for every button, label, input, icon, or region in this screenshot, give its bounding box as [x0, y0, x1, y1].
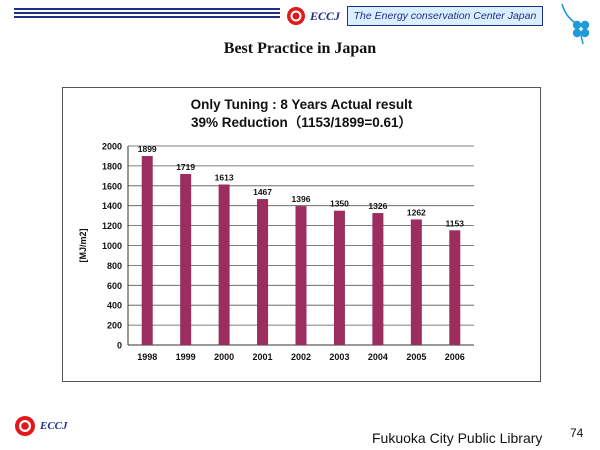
data-label: 1719	[176, 162, 195, 172]
eccj-footer-logo-icon	[15, 416, 35, 436]
page-number: 74	[570, 426, 584, 440]
eccj-logo-icon	[287, 7, 305, 25]
header-rule-lines	[14, 8, 280, 24]
bar	[449, 230, 461, 345]
y-tick-label: 400	[107, 301, 122, 311]
data-label: 1350	[330, 199, 349, 209]
header-brand: ECCJ	[310, 9, 341, 23]
y-tick-label: 1600	[102, 181, 122, 191]
data-label: 1613	[215, 173, 234, 183]
footer-text: Fukuoka City Public Library	[372, 430, 543, 446]
y-tick-label: 600	[107, 281, 122, 291]
y-tick-label: 200	[107, 321, 122, 331]
bar	[372, 213, 384, 345]
bar	[410, 219, 422, 345]
x-tick-label: 2000	[214, 352, 234, 362]
header-org-name: The Energy conservation Center Japan	[347, 6, 543, 26]
bar	[180, 173, 192, 345]
x-tick-label: 2004	[368, 352, 388, 362]
data-label: 1262	[407, 207, 426, 217]
data-label: 1899	[138, 144, 157, 154]
bar	[295, 206, 307, 345]
y-tick-label: 1200	[102, 221, 122, 231]
bar	[333, 210, 345, 345]
x-tick-label: 2001	[253, 352, 273, 362]
chart-title: Only Tuning : 8 Years Actual result 39% …	[62, 96, 541, 132]
x-tick-label: 1998	[137, 352, 157, 362]
data-label: 1153	[446, 218, 465, 228]
slide-title: Best Practice in Japan	[223, 40, 377, 57]
y-tick-label: 2000	[102, 142, 122, 152]
x-tick-label: 2003	[329, 352, 349, 362]
y-axis-label: [MJ/m2]	[78, 228, 88, 262]
footer-brand: ECCJ	[40, 420, 68, 432]
y-tick-label: 1000	[102, 241, 122, 251]
bar-chart: 0 200 400 600 800 1000 1200 1400 1600 1800 2000 [MJ…	[78, 142, 474, 362]
x-tick-label: 2005	[406, 352, 426, 362]
y-tick-label: 1800	[102, 161, 122, 171]
data-label: 1326	[368, 201, 387, 211]
chart-title-line2: 39% Reduction（1153/1899=0.61）	[191, 115, 412, 130]
x-tick-label: 1999	[176, 352, 196, 362]
bar	[141, 156, 153, 345]
x-tick-label: 2002	[291, 352, 311, 362]
clover-logo-icon	[561, 3, 590, 45]
y-tick-label: 0	[117, 341, 122, 351]
bar	[218, 184, 230, 345]
bar	[257, 199, 269, 345]
chart-title-line1: Only Tuning : 8 Years Actual result	[190, 97, 413, 112]
data-label: 1467	[253, 187, 272, 197]
data-label: 1396	[292, 194, 311, 204]
y-tick-label: 1400	[102, 201, 122, 211]
y-tick-label: 800	[107, 261, 122, 271]
x-tick-label: 2006	[445, 352, 465, 362]
